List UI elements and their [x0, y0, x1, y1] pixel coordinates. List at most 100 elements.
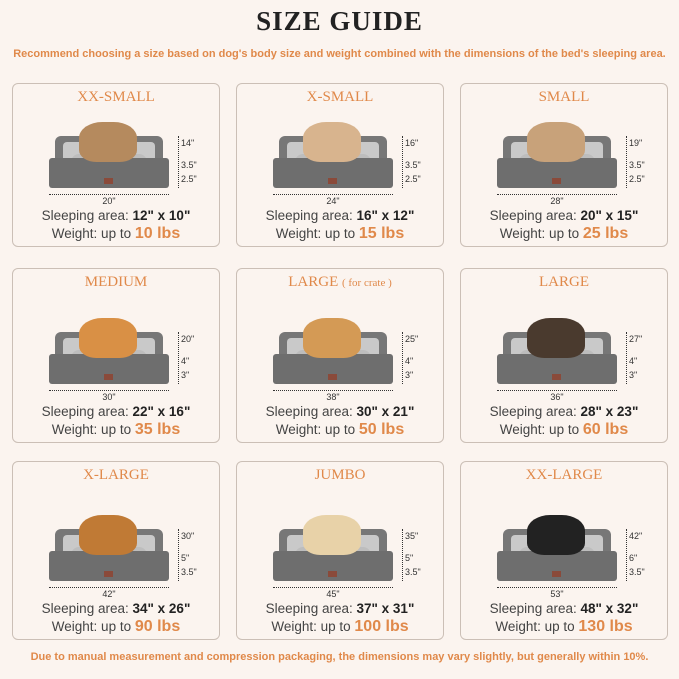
size-card: XX-SMALL 14" 3.5" 2.5" 20" Sleeping area…	[12, 83, 220, 247]
side-dim: 3.5"	[629, 160, 645, 170]
base-dim: 3.5"	[181, 567, 197, 577]
pet-image	[79, 318, 137, 358]
footer-note: Due to manual measurement and compressio…	[30, 651, 649, 663]
sleeping-area: Sleeping area: 37" x 31"	[265, 601, 415, 616]
subtitle: Recommend choosing a size based on dog's…	[13, 48, 666, 60]
bed-image	[273, 515, 393, 581]
width-line	[49, 587, 169, 588]
side-dim: 5"	[181, 553, 190, 563]
width-line	[273, 587, 393, 588]
size-card: X-SMALL 16" 3.5" 2.5" 24" Sleeping area:…	[236, 83, 444, 247]
base-dim: 3.5"	[629, 567, 645, 577]
size-name: LARGE ( for crate )	[288, 274, 392, 290]
pet-image	[79, 515, 137, 555]
bed-image	[497, 122, 617, 188]
sleeping-area: Sleeping area: 12" x 10"	[41, 208, 191, 223]
width-line	[497, 194, 617, 195]
sleeping-area: Sleeping area: 16" x 12"	[265, 208, 415, 223]
sleeping-area: Sleeping area: 28" x 23"	[489, 404, 639, 419]
size-name: SMALL	[538, 89, 590, 105]
base-dim: 3"	[181, 370, 190, 380]
side-dim: 3.5"	[181, 160, 197, 170]
side-dim: 4"	[181, 356, 190, 366]
bed-image	[497, 318, 617, 384]
size-name: XX-SMALL	[77, 89, 155, 105]
side-dim: 6"	[629, 553, 638, 563]
size-name: XX-LARGE	[525, 467, 603, 483]
base-dim: 3"	[405, 370, 414, 380]
width-line	[273, 390, 393, 391]
height-dim: 19"	[629, 138, 643, 148]
height-line	[402, 136, 403, 188]
weight-limit: Weight: up to 15 lbs	[275, 225, 405, 242]
height-line	[626, 332, 627, 384]
size-name: X-SMALL	[306, 89, 374, 105]
side-dim: 3.5"	[405, 160, 421, 170]
height-line	[402, 529, 403, 581]
size-card: LARGE ( for crate ) 25" 4" 3" 38" Sleepi…	[236, 268, 444, 443]
width-dim: 28"	[550, 196, 564, 206]
bed-image	[273, 122, 393, 188]
width-dim: 45"	[326, 589, 340, 599]
height-line	[626, 136, 627, 188]
base-dim: 3"	[629, 370, 638, 380]
bed-image	[49, 122, 169, 188]
size-card: MEDIUM 20" 4" 3" 30" Sleeping area: 22" …	[12, 268, 220, 443]
weight-limit: Weight: up to 60 lbs	[499, 421, 629, 438]
height-dim: 20"	[181, 334, 195, 344]
size-card: SMALL 19" 3.5" 2.5" 28" Sleeping area: 2…	[460, 83, 668, 247]
width-line	[49, 390, 169, 391]
pet-image	[527, 318, 585, 358]
height-dim: 30"	[181, 531, 195, 541]
height-dim: 16"	[405, 138, 419, 148]
width-dim: 24"	[326, 196, 340, 206]
weight-limit: Weight: up to 130 lbs	[495, 618, 633, 635]
bed-image	[273, 318, 393, 384]
width-dim: 30"	[102, 392, 116, 402]
height-line	[178, 136, 179, 188]
width-line	[49, 194, 169, 195]
pet-image	[527, 515, 585, 555]
weight-limit: Weight: up to 35 lbs	[51, 421, 181, 438]
pet-image	[79, 122, 137, 162]
sleeping-area: Sleeping area: 22" x 16"	[41, 404, 191, 419]
width-line	[497, 390, 617, 391]
size-name: LARGE	[539, 274, 589, 290]
base-dim: 3.5"	[405, 567, 421, 577]
base-dim: 2.5"	[405, 174, 421, 184]
bed-image	[49, 318, 169, 384]
height-line	[626, 529, 627, 581]
height-dim: 35"	[405, 531, 419, 541]
pet-image	[303, 318, 361, 358]
size-card: X-LARGE 30" 5" 3.5" 42" Sleeping area: 3…	[12, 461, 220, 640]
width-dim: 53"	[550, 589, 564, 599]
width-dim: 20"	[102, 196, 116, 206]
weight-limit: Weight: up to 10 lbs	[51, 225, 181, 242]
side-dim: 4"	[629, 356, 638, 366]
size-card: LARGE 27" 4" 3" 36" Sleeping area: 28" x…	[460, 268, 668, 443]
sleeping-area: Sleeping area: 20" x 15"	[489, 208, 639, 223]
sleeping-area: Sleeping area: 48" x 32"	[489, 601, 639, 616]
height-dim: 25"	[405, 334, 419, 344]
sleeping-area: Sleeping area: 30" x 21"	[265, 404, 415, 419]
width-line	[497, 587, 617, 588]
weight-limit: Weight: up to 90 lbs	[51, 618, 181, 635]
side-dim: 4"	[405, 356, 414, 366]
base-dim: 2.5"	[629, 174, 645, 184]
width-dim: 36"	[550, 392, 564, 402]
base-dim: 2.5"	[181, 174, 197, 184]
side-dim: 5"	[405, 553, 414, 563]
width-dim: 42"	[102, 589, 116, 599]
weight-limit: Weight: up to 50 lbs	[275, 421, 405, 438]
height-dim: 27"	[629, 334, 643, 344]
height-dim: 14"	[181, 138, 195, 148]
size-card: JUMBO 35" 5" 3.5" 45" Sleeping area: 37"…	[236, 461, 444, 640]
pet-image	[527, 122, 585, 162]
size-name: X-LARGE	[83, 467, 149, 483]
height-line	[402, 332, 403, 384]
weight-limit: Weight: up to 100 lbs	[271, 618, 409, 635]
page-title: SIZE GUIDE	[256, 6, 423, 36]
pet-image	[303, 515, 361, 555]
bed-image	[497, 515, 617, 581]
width-line	[273, 194, 393, 195]
